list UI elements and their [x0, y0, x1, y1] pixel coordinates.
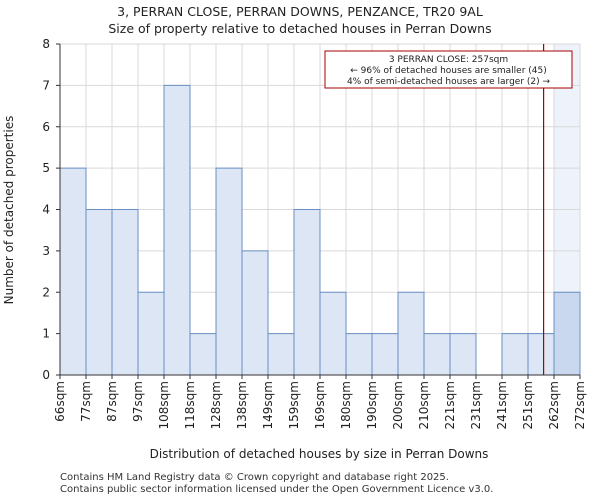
- y-tick-label: 1: [42, 327, 50, 341]
- bar: [163, 84, 191, 376]
- bar: [267, 333, 295, 376]
- x-tick-label: 138sqm: [235, 381, 249, 429]
- x-tick-label: 97sqm: [131, 381, 145, 422]
- x-tick-label: 190sqm: [365, 381, 379, 429]
- y-tick-label: 8: [42, 37, 50, 51]
- x-tick-label: 241sqm: [495, 381, 509, 429]
- annotation-line1: 3 PERRAN CLOSE: 257sqm: [389, 55, 508, 65]
- bar: [111, 209, 139, 376]
- x-tick-label: 108sqm: [157, 381, 171, 429]
- annotation-line2: ← 96% of detached houses are smaller (45…: [350, 66, 547, 76]
- bar: [397, 291, 425, 376]
- x-tick-label: 262sqm: [547, 381, 561, 429]
- y-tick-label: 3: [42, 244, 50, 258]
- x-tick-label: 200sqm: [391, 381, 405, 429]
- footer-line1: Contains HM Land Registry data © Crown c…: [60, 472, 449, 483]
- footer-line2: Contains public sector information licen…: [60, 484, 494, 495]
- x-tick-label: 180sqm: [339, 381, 353, 429]
- x-tick-label: 169sqm: [313, 381, 327, 429]
- bars: [59, 84, 581, 376]
- bar: [59, 167, 87, 376]
- x-tick-label: 118sqm: [183, 381, 197, 429]
- chart-title-line1: 3, PERRAN CLOSE, PERRAN DOWNS, PENZANCE,…: [117, 4, 483, 19]
- y-tick-label: 0: [42, 368, 50, 382]
- x-tick-labels: 66sqm 77sqm 87sqm 97sqm 108sqm 118sqm 128sqm 13…: [53, 375, 587, 429]
- x-tick-label: 159sqm: [287, 381, 301, 429]
- bar: [527, 333, 555, 376]
- y-tick-labels: 0 1 2 3 4 5 6 7 8: [42, 37, 60, 382]
- bar: [215, 167, 243, 376]
- bar: [85, 209, 113, 376]
- chart-title-line2: Size of property relative to detached ho…: [108, 21, 491, 36]
- bar: [319, 291, 347, 376]
- bar: [345, 333, 373, 376]
- x-tick-label: 128sqm: [209, 381, 223, 429]
- bar: [371, 333, 399, 376]
- bar: [137, 291, 165, 376]
- y-tick-label: 2: [42, 285, 50, 299]
- annotation-line3: 4% of semi-detached houses are larger (2…: [347, 77, 551, 87]
- y-tick-label: 5: [42, 161, 50, 175]
- y-axis-label: Number of detached properties: [2, 116, 16, 305]
- x-tick-label: 149sqm: [261, 381, 275, 429]
- annotation-box: 3 PERRAN CLOSE: 257sqm ← 96% of detached…: [324, 50, 573, 89]
- y-tick-label: 7: [42, 78, 50, 92]
- x-tick-label: 66sqm: [53, 381, 67, 422]
- y-tick-label: 6: [42, 120, 50, 134]
- bar: [501, 333, 529, 376]
- bar: [293, 209, 321, 376]
- x-tick-label: 272sqm: [573, 381, 587, 429]
- x-tick-label: 210sqm: [417, 381, 431, 429]
- x-axis-label: Distribution of detached houses by size …: [150, 447, 489, 461]
- bar: [553, 291, 581, 376]
- x-tick-label: 221sqm: [443, 381, 457, 429]
- bar: [449, 333, 477, 376]
- x-tick-label: 77sqm: [79, 381, 93, 422]
- bar: [423, 333, 451, 376]
- x-tick-label: 251sqm: [521, 381, 535, 429]
- x-tick-label: 231sqm: [469, 381, 483, 429]
- y-tick-label: 4: [42, 203, 50, 217]
- bar: [241, 250, 269, 376]
- annotation-frame: [324, 50, 573, 89]
- x-tick-label: 87sqm: [105, 381, 119, 422]
- bar: [189, 333, 217, 376]
